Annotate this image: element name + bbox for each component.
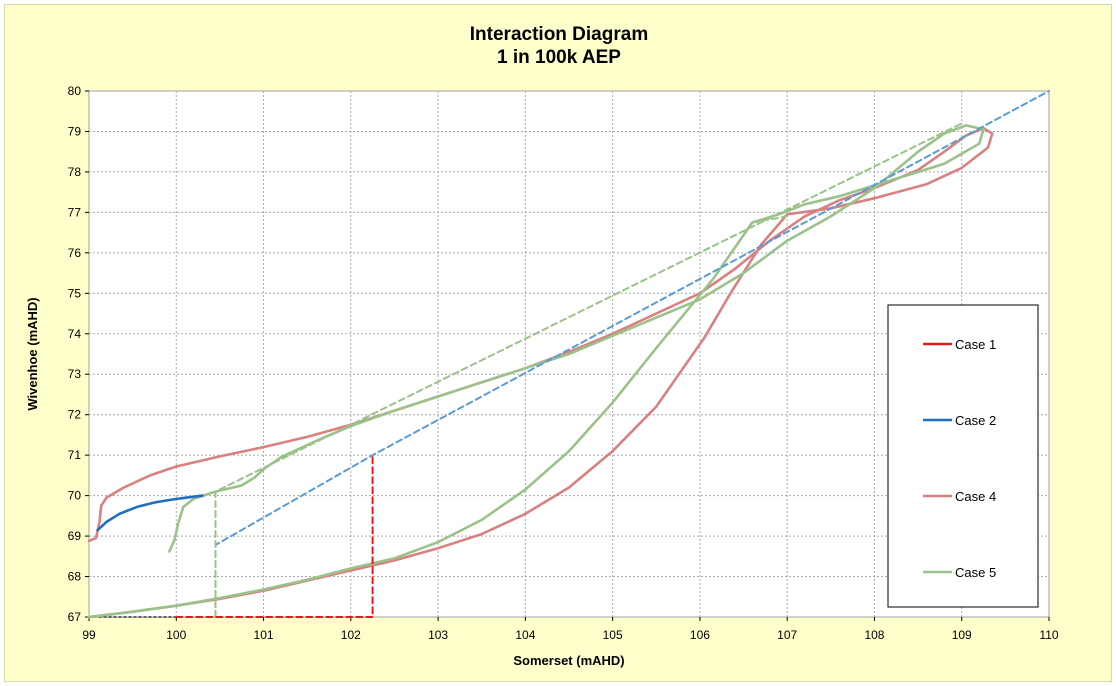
chart-area: Interaction Diagram 1 in 100k AEP 99 100 1…: [4, 4, 1112, 682]
legend-label: Case 4: [955, 489, 996, 504]
series-case-4: [87, 126, 994, 619]
x-tick-label: 108: [864, 628, 884, 642]
y-tick-label: 70: [68, 489, 82, 503]
legend-label: Case 5: [955, 565, 996, 580]
series-case-5-lines-b: [751, 215, 789, 224]
x-axis-label: Somerset (mAHD): [513, 653, 624, 668]
y-tick-label: 80: [68, 84, 82, 98]
y-tick-label: 75: [68, 286, 82, 300]
x-tick-label: 107: [777, 628, 797, 642]
x-tick-label: 102: [341, 628, 361, 642]
x-tick-label: 103: [428, 628, 448, 642]
y-tick-label: 73: [68, 367, 82, 381]
y-tick-label: 69: [68, 529, 82, 543]
series-case-1: [175, 454, 374, 618]
legend-items: Case 1 Case 2 Case 4 Case 5: [923, 337, 996, 580]
x-tick-label: 100: [166, 628, 186, 642]
y-tick-label: 71: [68, 448, 82, 462]
chart-subtitle: 1 in 100k AEP: [497, 47, 621, 68]
legend: Case 1 Case 2 Case 4 Case 5: [887, 304, 1039, 608]
y-tick-label: 67: [68, 610, 82, 624]
interaction-chart: Interaction Diagram 1 in 100k AEP 99 100 1…: [25, 24, 1059, 668]
y-tick-label: 76: [68, 246, 82, 260]
y-axis-label: Wivenhoe (mAHD): [25, 297, 40, 410]
y-tick-label: 68: [68, 570, 82, 584]
y-tick-label: 78: [68, 165, 82, 179]
x-tick-label: 104: [515, 628, 535, 642]
x-tick-label: 109: [952, 628, 972, 642]
tick-labels: 99 100 101 102 103 104 105 106 107 108 109 110 67 68 6…: [68, 84, 1059, 642]
y-tick-label: 74: [68, 327, 82, 341]
legend-box: [887, 304, 1039, 608]
legend-label: Case 2: [955, 413, 996, 428]
y-tick-label: 77: [68, 205, 82, 219]
y-tick-label: 79: [68, 124, 82, 138]
legend-label: Case 1: [955, 337, 996, 352]
x-tick-label: 110: [1039, 628, 1058, 642]
chart-title: Interaction Diagram: [470, 24, 648, 45]
series-case-5-lines: [214, 122, 963, 618]
series-layer: [87, 90, 1050, 619]
x-tick-label: 106: [690, 628, 710, 642]
series-case-2: [96, 494, 204, 532]
y-tick-label: 72: [68, 408, 82, 422]
x-tick-label: 99: [82, 628, 96, 642]
x-tick-label: 101: [254, 628, 274, 642]
x-tick-label: 105: [603, 628, 623, 642]
